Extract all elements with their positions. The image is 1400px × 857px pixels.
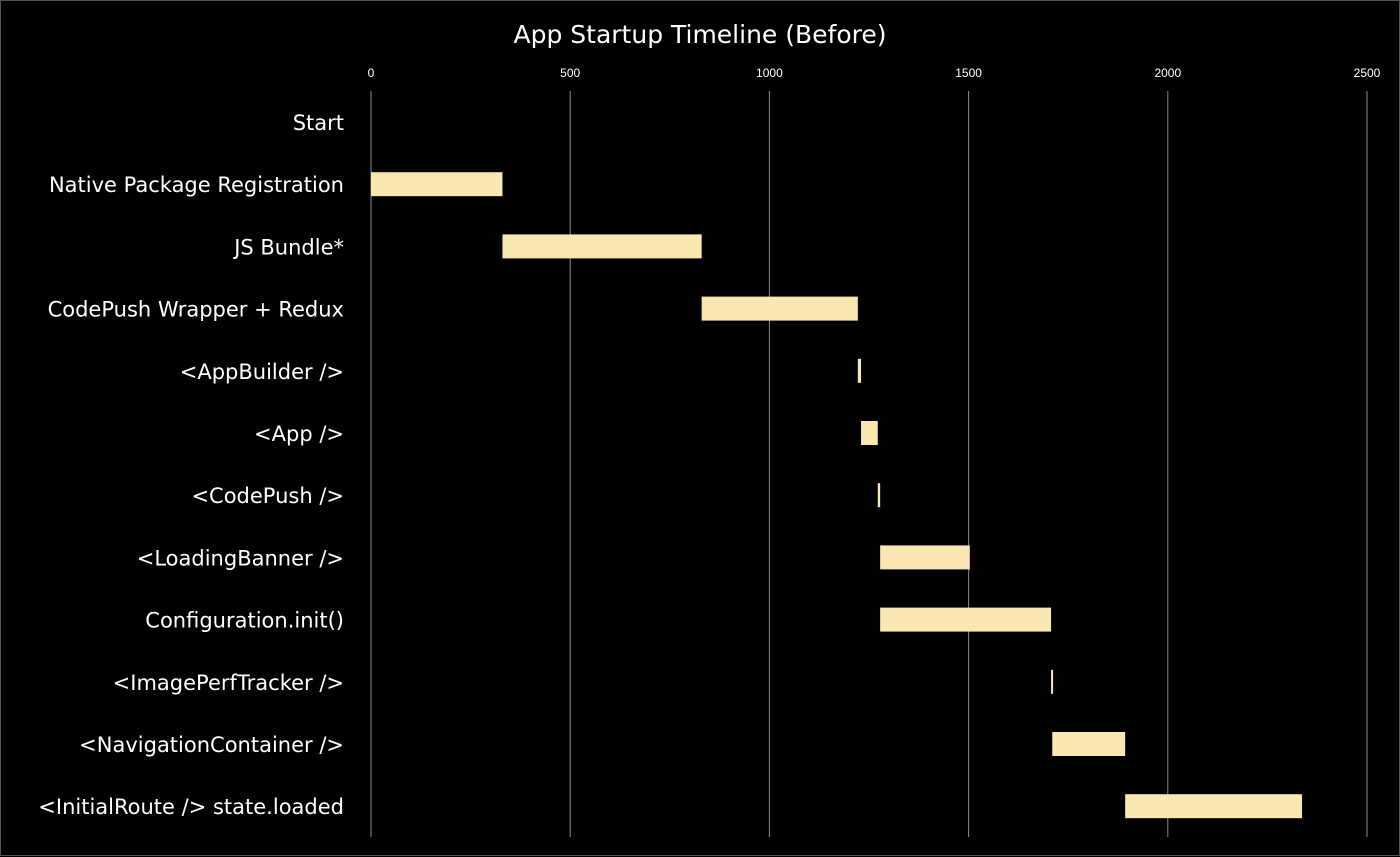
task-bar [880,545,970,570]
chart-title: App Startup Timeline (Before) [513,20,886,49]
category-label: JS Bundle* [232,235,344,259]
category-label: <ImagePerfTracker /> [113,671,344,695]
category-label: Native Package Registration [49,173,344,197]
category-label: CodePush Wrapper + Redux [48,298,344,322]
grid-lines [370,91,1368,837]
category-label: <InitialRoute /> state.loaded [38,795,344,819]
task-bar [1125,794,1303,819]
task-bar [502,234,702,259]
task-bar [1051,669,1054,694]
category-label: <App /> [254,422,344,446]
x-tick-label: 1500 [955,66,982,80]
x-tick-label: 2000 [1154,66,1181,80]
task-bar [857,358,862,383]
task-bar [701,296,858,321]
category-label: <AppBuilder /> [180,360,344,384]
task-bar [371,172,503,197]
category-label: <NavigationContainer /> [79,733,344,757]
category-labels: Start Native Package Registration JS Bundl… [38,111,344,819]
x-axis-ticks: 0 500 1000 1500 2000 2500 [368,66,1381,80]
category-label: Configuration.init() [145,609,344,633]
task-bar [880,607,1052,632]
task-bar [877,483,881,508]
category-label: <LoadingBanner /> [137,546,344,570]
x-tick-label: 1000 [756,66,783,80]
x-tick-label: 0 [368,66,375,80]
x-tick-label: 500 [560,66,580,80]
task-bars [371,172,1303,819]
category-label: <CodePush /> [191,484,344,508]
task-bar [861,421,878,445]
x-tick-label: 2500 [1354,66,1381,80]
task-bar [1052,732,1126,756]
category-label: Start [293,111,344,135]
